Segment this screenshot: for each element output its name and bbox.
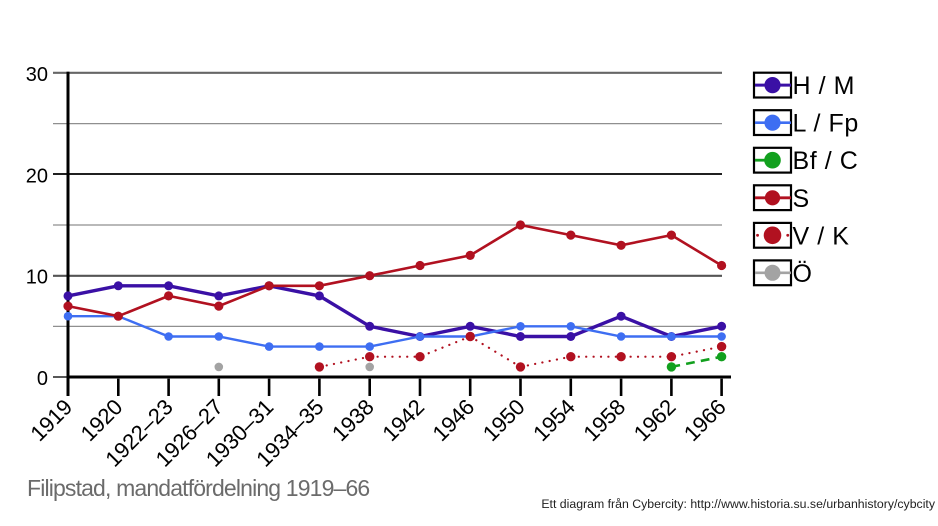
svg-text:0: 0 xyxy=(37,368,48,390)
svg-text:S: S xyxy=(793,185,810,213)
svg-text:L / Fp: L / Fp xyxy=(793,110,859,138)
svg-text:30: 30 xyxy=(26,64,48,86)
svg-text:Ett diagram från Cybercity: ht: Ett diagram från Cybercity: http://www.h… xyxy=(541,497,936,511)
svg-text:10: 10 xyxy=(26,267,48,289)
svg-text:H / M: H / M xyxy=(793,72,855,100)
svg-text:Filipstad, mandatfördelning 19: Filipstad, mandatfördelning 1919–66 xyxy=(27,475,369,501)
svg-text:V / K: V / K xyxy=(793,222,850,250)
svg-text:20: 20 xyxy=(26,165,48,187)
svg-text:Bf / C: Bf / C xyxy=(793,147,859,175)
svg-text:Ö: Ö xyxy=(793,260,813,288)
